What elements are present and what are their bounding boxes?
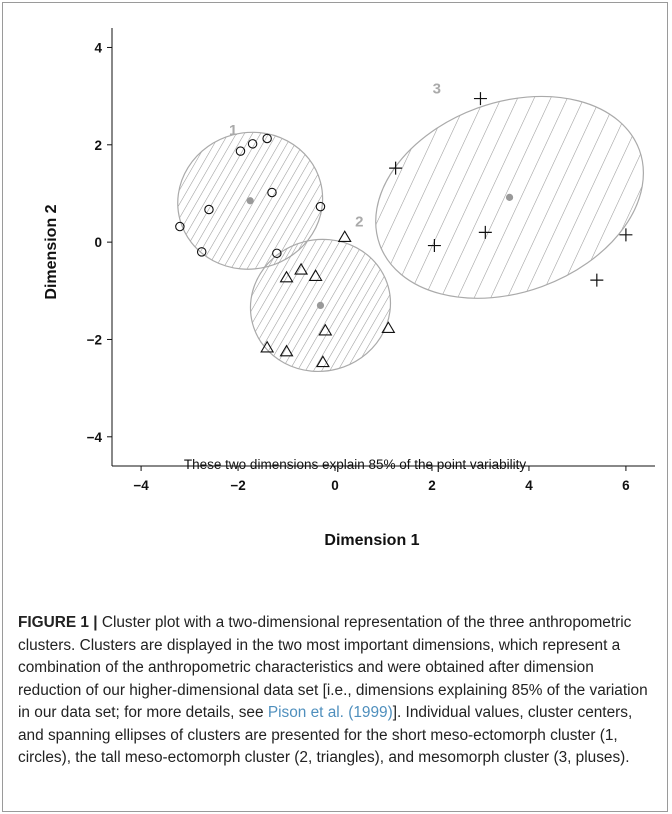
caption-label: FIGURE 1 | [18,614,98,631]
data-point-plus [473,92,487,106]
data-point-triangle [279,344,294,357]
data-point-plus [478,225,492,239]
chart-annotation: These two dimensions explain 85% of the … [184,457,526,472]
cluster-label-2: 2 [355,214,363,231]
data-point-triangle [308,269,323,281]
x-tick-label: 2 [428,478,436,493]
data-point-plus [427,239,441,253]
y-tick-label: −2 [87,332,102,347]
data-point-plus [389,161,403,175]
data-point-triangle [294,262,309,275]
data-point-circle [175,221,185,232]
data-point-circle [272,248,282,259]
data-point-triangle [337,230,352,243]
y-tick-label: 0 [94,235,102,250]
data-point-triangle [279,270,294,283]
x-tick-label: −2 [230,478,245,493]
x-tick-label: −4 [133,478,149,493]
cluster-center-2 [316,301,325,309]
data-point-circle [315,201,326,212]
caption-reference-link[interactable]: Pison et al. (1999) [267,704,393,721]
caption-text-after: ]. Individual values, cluster centers, a… [18,704,633,766]
data-point-triangle [260,340,275,353]
data-point-triangle [381,321,396,334]
y-tick-label: 4 [94,40,102,55]
cluster-label-3: 3 [433,81,441,98]
y-tick-label: −4 [87,430,103,445]
data-point-circle [204,204,214,215]
data-point-triangle [318,323,333,336]
x-tick-label: 4 [525,478,533,493]
cluster-center-3 [505,193,514,201]
cluster-center-1 [246,197,254,205]
y-axis-label: Dimension 2 [43,204,60,299]
x-tick-label: 0 [331,478,339,493]
y-tick-label: 2 [94,138,102,153]
data-point-triangle [315,355,330,368]
cluster-label-1: 1 [229,122,237,139]
data-point-circle [247,139,258,149]
caption-text-before: Cluster plot with a two-dimensional repr… [18,614,648,721]
x-tick-label: 6 [622,478,630,493]
x-axis-label: Dimension 1 [324,532,419,549]
figure-caption: FIGURE 1 | Cluster plot with a two-dimen… [18,612,654,770]
cluster-plot: 1 2 3 −4 −2 0 2 4 6 −4 −2 0 2 4 These two dimensions… [43,28,655,549]
data-point-circle [196,247,207,257]
data-point-plus [590,273,604,287]
data-point-plus [619,228,633,242]
data-point-circle [267,187,277,198]
data-point-circle [262,133,272,144]
data-point-circle [235,146,246,156]
